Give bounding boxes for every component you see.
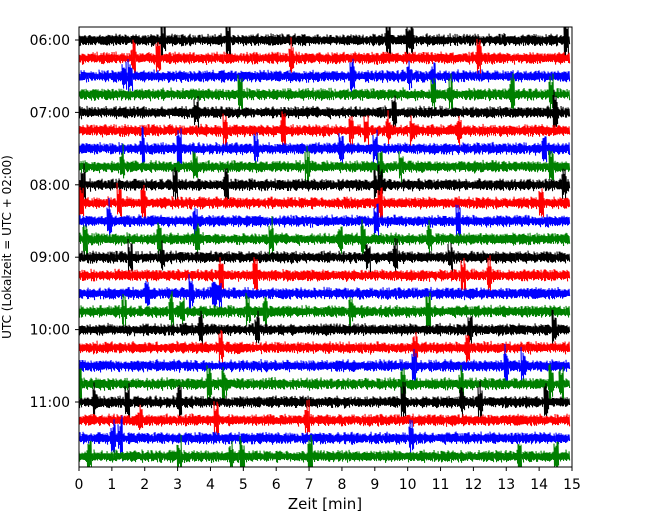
x-tick-label: 14 — [530, 477, 548, 493]
y-tick-label: 10:00 — [30, 323, 70, 339]
y-tick-label: 07:00 — [30, 105, 70, 121]
x-tick-label: 10 — [399, 477, 417, 493]
x-axis-title: Zeit [min] — [288, 495, 362, 513]
x-tick-label: 5 — [239, 477, 248, 493]
x-tick-label: 6 — [272, 477, 281, 493]
x-tick-label: 13 — [497, 477, 515, 493]
x-tick-label: 1 — [107, 477, 116, 493]
y-axis: 06:00 07:00 08:00 09:00 10:00 11:00 — [30, 33, 79, 411]
x-tick-label: 0 — [75, 477, 84, 493]
x-tick-label: 8 — [337, 477, 346, 493]
y-tick-label: 11:00 — [30, 395, 70, 411]
y-tick-label: 09:00 — [30, 250, 70, 266]
x-tick-label: 15 — [563, 477, 581, 493]
x-tick-label: 4 — [206, 477, 215, 493]
y-tick-label: 06:00 — [30, 33, 70, 49]
y-axis-title: UTC (Lokalzeit = UTC + 02:00) — [0, 155, 14, 339]
x-tick-label: 11 — [432, 477, 450, 493]
x-tick-label: 2 — [140, 477, 149, 493]
plot-frame — [78, 26, 573, 468]
y-tick-label: 08:00 — [30, 178, 70, 194]
x-tick-label: 12 — [464, 477, 482, 493]
x-tick-label: 9 — [370, 477, 379, 493]
x-tick-label: 3 — [173, 477, 182, 493]
x-tick-label: 7 — [305, 477, 314, 493]
x-axis: 0 1 2 3 4 5 6 7 8 9 10 11 12 13 14 15 — [75, 467, 581, 493]
